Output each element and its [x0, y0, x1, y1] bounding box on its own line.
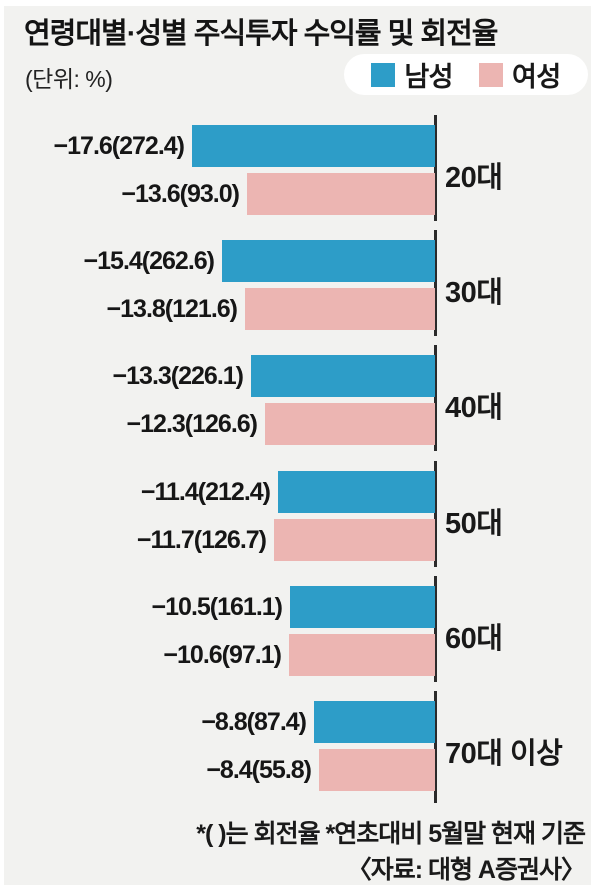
- female-bar-row: −11.7(126.7): [0, 519, 435, 561]
- male-bar-row: −17.6(272.4): [0, 125, 435, 167]
- age-group-40s: −13.3(226.1) −12.3(126.6) 40대: [0, 345, 600, 451]
- female-bar-row: −12.3(126.6): [0, 403, 435, 445]
- unit-label: (단위: %): [25, 66, 113, 92]
- female-bar-row: −13.8(121.6): [0, 288, 435, 330]
- chart-title: 연령대별·성별 주식투자 수익률 및 회전율: [24, 18, 498, 50]
- male-value-label: −11.4(212.4): [140, 477, 271, 506]
- female-bar: [245, 288, 435, 330]
- age-group-20s: −17.6(272.4) −13.6(93.0) 20대: [0, 115, 600, 221]
- female-bar-row: −13.6(93.0): [0, 173, 435, 215]
- female-color-swatch: [479, 62, 503, 87]
- male-bar-row: −15.4(262.6): [0, 240, 435, 282]
- female-value-label: −12.3(126.6): [126, 409, 258, 438]
- male-bar-row: −8.8(87.4): [0, 701, 435, 743]
- male-value-label: −8.8(87.4): [201, 707, 307, 736]
- male-value-label: −13.3(226.1): [112, 361, 244, 390]
- female-value-label: −13.8(121.6): [106, 294, 238, 323]
- age-group-50s: −11.4(212.4) −11.7(126.7) 50대: [0, 461, 600, 567]
- male-bar-row: −11.4(212.4): [0, 471, 435, 513]
- female-bar: [247, 173, 435, 215]
- age-group-label: 40대: [445, 392, 503, 424]
- age-group-70s-plus: −8.8(87.4) −8.4(55.8) 70대 이상: [0, 691, 600, 803]
- female-bar: [265, 403, 435, 445]
- axis-line-segment: [434, 576, 437, 682]
- female-bar: [319, 749, 435, 791]
- female-bar: [289, 634, 435, 676]
- male-bar: [251, 355, 435, 397]
- axis-line-segment: [434, 230, 437, 336]
- age-group-label: 50대: [445, 508, 503, 540]
- age-group-label: 60대: [445, 623, 503, 655]
- male-bar: [290, 586, 435, 628]
- male-bar: [222, 240, 435, 282]
- male-bar-row: −10.5(161.1): [0, 586, 435, 628]
- female-value-label: −8.4(55.8): [206, 755, 312, 784]
- female-value-label: −10.6(97.1): [163, 640, 282, 669]
- axis-line-segment: [434, 461, 437, 567]
- female-bar-row: −8.4(55.8): [0, 749, 435, 791]
- axis-line-segment: [434, 115, 437, 221]
- age-group-label: 70대 이상: [445, 738, 563, 770]
- female-value-label: −11.7(126.7): [136, 525, 267, 554]
- legend-male-label: 남성: [404, 62, 453, 92]
- age-group-label: 20대: [445, 162, 503, 194]
- male-bar: [192, 125, 435, 167]
- male-bar: [314, 701, 435, 743]
- male-value-label: −15.4(262.6): [83, 246, 215, 275]
- male-value-label: −10.5(161.1): [151, 592, 283, 621]
- male-bar-row: −13.3(226.1): [0, 355, 435, 397]
- age-group-30s: −15.4(262.6) −13.8(121.6) 30대: [0, 230, 600, 336]
- male-color-swatch: [371, 62, 396, 87]
- male-bar: [278, 471, 435, 513]
- legend-female-label: 여성: [512, 62, 561, 92]
- age-group-label: 30대: [445, 277, 503, 309]
- female-bar-row: −10.6(97.1): [0, 634, 435, 676]
- legend: 남성 여성: [344, 54, 588, 95]
- age-group-60s: −10.5(161.1) −10.6(97.1) 60대: [0, 576, 600, 682]
- footnote: *( )는 회전율 *연초대비 5월말 현재 기준: [196, 820, 586, 848]
- axis-line-segment: [434, 345, 437, 451]
- female-bar: [274, 519, 435, 561]
- male-value-label: −17.6(272.4): [53, 131, 185, 160]
- axis-line-segment: [434, 691, 437, 803]
- legend-item-female: 여성: [479, 55, 561, 94]
- legend-item-male: 남성: [371, 55, 453, 94]
- source-credit: 〈자료: 대형 A증권사〉: [346, 856, 586, 884]
- female-value-label: −13.6(93.0): [121, 179, 240, 208]
